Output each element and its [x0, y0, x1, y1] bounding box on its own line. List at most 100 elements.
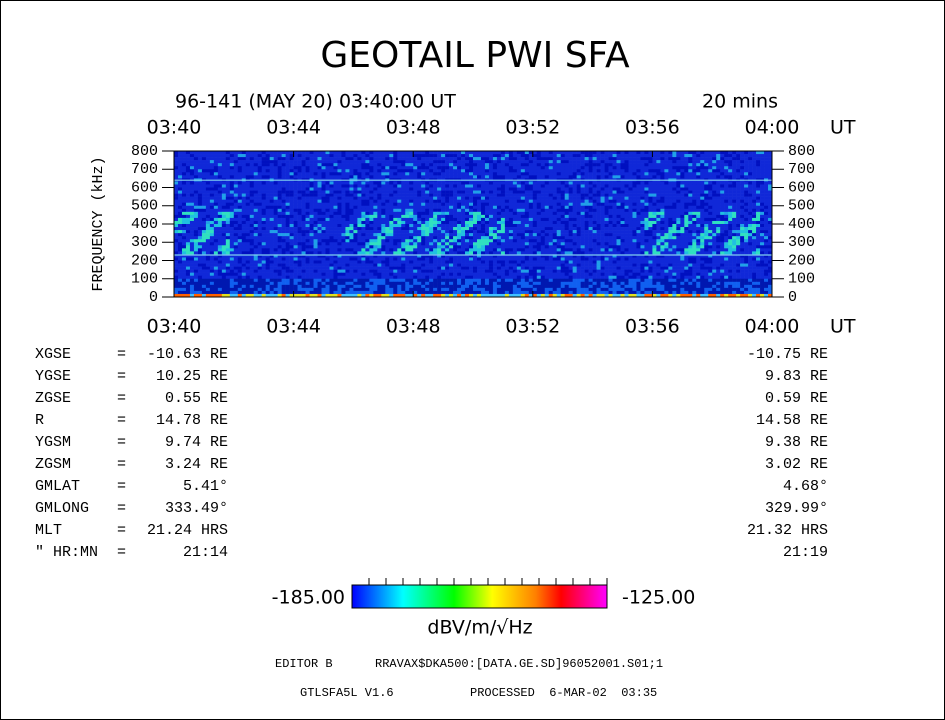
spectrogram-cell	[369, 160, 374, 164]
spectrogram-cell	[604, 233, 609, 237]
spectrogram-cell	[393, 214, 398, 219]
spectrogram-cell	[528, 169, 534, 173]
spectrogram-cell	[632, 160, 637, 164]
spectrogram-cell	[305, 220, 310, 225]
spectrogram-cell	[285, 151, 290, 155]
spectrogram-cell	[317, 166, 322, 170]
spectrogram-cell	[461, 172, 466, 176]
spectrogram-cell	[174, 242, 179, 246]
spectrogram-cell	[568, 163, 573, 167]
spectrogram-cell	[429, 157, 434, 161]
spectrogram-cell	[433, 220, 438, 225]
spectrogram-cell	[273, 224, 278, 228]
spectrogram-cell	[564, 208, 569, 213]
spectrogram-cell	[381, 224, 386, 228]
spectrogram-cell	[401, 157, 406, 161]
spectrogram-cell	[221, 208, 227, 213]
spectrogram-cell	[732, 239, 737, 243]
spectrogram-cell	[401, 202, 406, 207]
spectrogram-cell	[409, 214, 414, 219]
spectrogram-cell	[612, 224, 617, 228]
spectrogram-cell	[353, 157, 358, 161]
spectrogram-cell	[648, 187, 653, 191]
spectrogram-cell	[560, 166, 565, 170]
spectrogram-cell	[301, 224, 306, 228]
spectrogram-cell	[600, 214, 605, 219]
spectrogram-cell	[317, 208, 322, 213]
spectrogram-cell	[177, 157, 183, 161]
spectrogram-cell	[373, 151, 378, 155]
spectrogram-cell	[764, 220, 769, 225]
spectrogram-cell	[217, 172, 223, 176]
spectrogram-cell	[369, 220, 374, 225]
spectrogram-cell	[724, 151, 729, 155]
spectrogram-cell	[449, 242, 454, 246]
spectrogram-cell	[417, 157, 422, 161]
spectrogram-cell	[476, 248, 482, 252]
spectrogram-cell	[632, 196, 637, 200]
spectrogram-cell	[433, 239, 438, 243]
spectrogram-cell	[229, 202, 235, 207]
spectrogram-cell	[680, 230, 685, 234]
spectrogram-cell	[604, 245, 609, 249]
spectrogram-cell	[225, 163, 231, 167]
spectrogram-cell	[189, 248, 195, 252]
spectrogram-cell	[592, 248, 597, 252]
spectrogram-cell	[221, 172, 227, 176]
spectrogram-cell	[265, 157, 270, 161]
spectrogram-cell	[572, 230, 577, 234]
spectrogram-cell	[648, 154, 653, 158]
spectrogram-cell	[174, 217, 179, 222]
spectrogram-cell	[624, 239, 629, 243]
spectrogram-cell	[560, 157, 565, 161]
spectrogram-cell	[620, 230, 625, 234]
spectrogram-cell	[624, 211, 629, 216]
spectrogram-cell	[201, 245, 207, 249]
spectrogram-cell	[540, 187, 546, 191]
spectrogram-cell	[313, 169, 318, 173]
spectrogram-cell	[317, 187, 322, 191]
spectrogram-cell	[225, 239, 231, 243]
spectrogram-cell	[520, 220, 526, 225]
spectrogram-cell	[484, 154, 490, 158]
spectrogram-cell	[524, 157, 530, 161]
spectrogram-cell	[465, 220, 470, 225]
spectrogram-cell	[604, 184, 609, 188]
spectrogram-cell	[612, 217, 617, 222]
spectrogram-cell	[544, 217, 550, 222]
spectrogram-cell	[712, 187, 717, 191]
spectrogram-cell	[488, 202, 494, 207]
spectrogram-cell	[213, 157, 219, 161]
spectrogram-cell	[253, 157, 259, 161]
spectrogram-cell	[608, 236, 613, 240]
spectrogram-cell	[764, 160, 769, 164]
spectrogram-cell	[313, 160, 318, 164]
spectrogram-cell	[245, 220, 251, 225]
spectrogram-cell	[465, 230, 470, 234]
spectrogram-cell	[612, 181, 617, 185]
spectrogram-cell	[668, 163, 673, 167]
spectrogram-cell	[417, 236, 422, 240]
spectrogram-cell	[301, 166, 306, 170]
spectrogram-cell	[401, 151, 406, 155]
spectrogram-cell	[656, 184, 661, 188]
spectrogram-cell	[716, 151, 721, 155]
spectrogram-cell	[492, 193, 498, 197]
spectrogram-cell	[437, 193, 442, 197]
spectrogram-cell	[309, 251, 314, 255]
spectrogram-cell	[233, 196, 239, 200]
spectrogram-cell	[341, 187, 346, 191]
spectrogram-cell	[261, 187, 266, 191]
spectrogram-cell	[552, 217, 558, 222]
spectrogram-cell	[708, 214, 713, 219]
spectrogram-cell	[469, 199, 474, 204]
spectrogram-cell	[476, 196, 482, 200]
spectrogram-cell	[193, 175, 199, 179]
spectrogram-cell	[692, 172, 697, 176]
spectrogram-cell	[241, 242, 247, 246]
spectrogram-cell	[728, 199, 733, 204]
spectrogram-cell	[516, 151, 522, 155]
spectrogram-cell	[201, 190, 207, 194]
spectrogram-cell	[752, 205, 757, 210]
spectrogram-cell	[213, 181, 219, 185]
